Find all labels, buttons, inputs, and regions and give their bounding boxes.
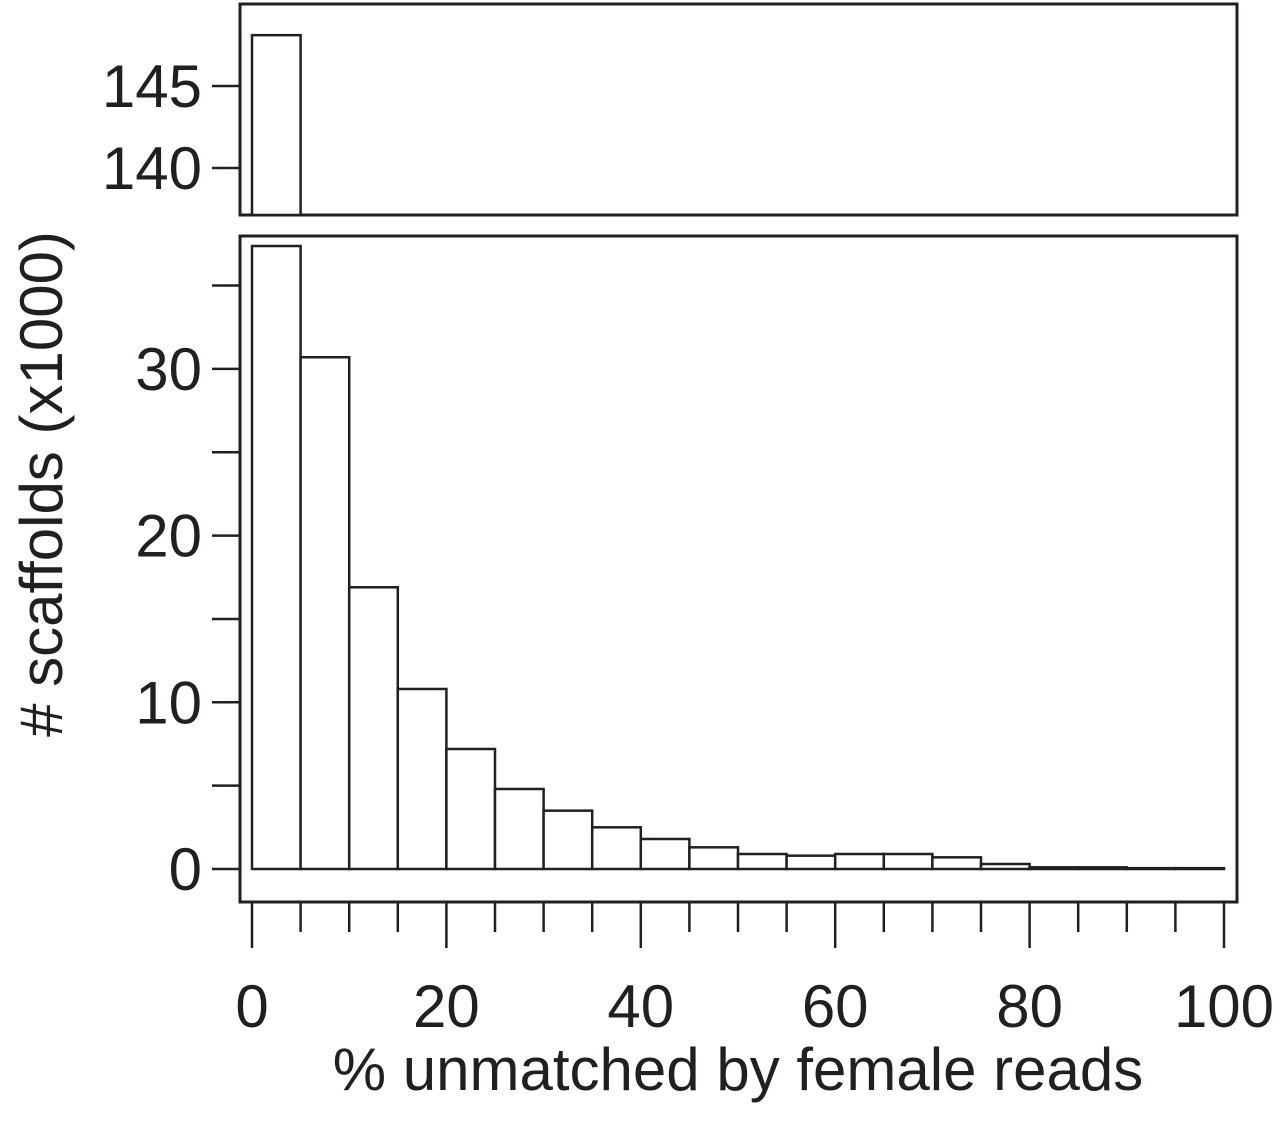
lower-panel: 0 10 20 30: [135, 234, 1239, 904]
y-tick-label: 0: [169, 836, 202, 903]
y-tick-label: 10: [135, 669, 202, 736]
histogram-bar: [445, 747, 497, 871]
histogram-bar: [250, 244, 302, 871]
y-tick-label: 30: [135, 336, 202, 403]
histogram-bar: [1174, 866, 1226, 871]
y-tick-label: 20: [135, 503, 202, 570]
x-axis: 0 20 40 60 80 100: [235, 902, 1274, 1040]
histogram-bar: [1125, 866, 1177, 871]
upper-panel-frame: [238, 2, 1239, 217]
x-axis-label: % unmatched by female reads: [333, 1036, 1143, 1103]
y-tick-label-upper: 140: [102, 135, 202, 202]
y-tick-label-upper: 145: [102, 53, 202, 120]
histogram-bar: [688, 846, 740, 871]
histogram-bar: [785, 854, 837, 871]
histogram-bar-upper: [250, 33, 302, 217]
x-tick-label: 20: [413, 973, 480, 1040]
histogram-bar: [347, 586, 400, 871]
histogram-bar: [493, 787, 545, 871]
x-tick-label: 80: [996, 973, 1063, 1040]
histogram-bar: [639, 837, 691, 871]
x-tick-label: 60: [802, 973, 869, 1040]
histogram-bar: [1028, 866, 1080, 871]
histogram-bar: [736, 852, 788, 871]
histogram-bar: [542, 809, 594, 871]
histogram-bar: [979, 862, 1031, 871]
x-tick-label: 0: [235, 973, 268, 1040]
histogram-bar: [882, 852, 934, 871]
histogram-bar: [833, 852, 886, 871]
histogram-bar: [299, 355, 351, 871]
x-tick-label: 100: [1174, 973, 1274, 1040]
x-tick-label: 40: [607, 973, 674, 1040]
histogram-bar: [590, 826, 643, 871]
histogram-bar: [396, 687, 448, 871]
y-axis-label: # scaffolds (x1000): [8, 231, 75, 737]
histogram-bar: [931, 856, 983, 871]
histogram-bar: [1076, 866, 1129, 871]
